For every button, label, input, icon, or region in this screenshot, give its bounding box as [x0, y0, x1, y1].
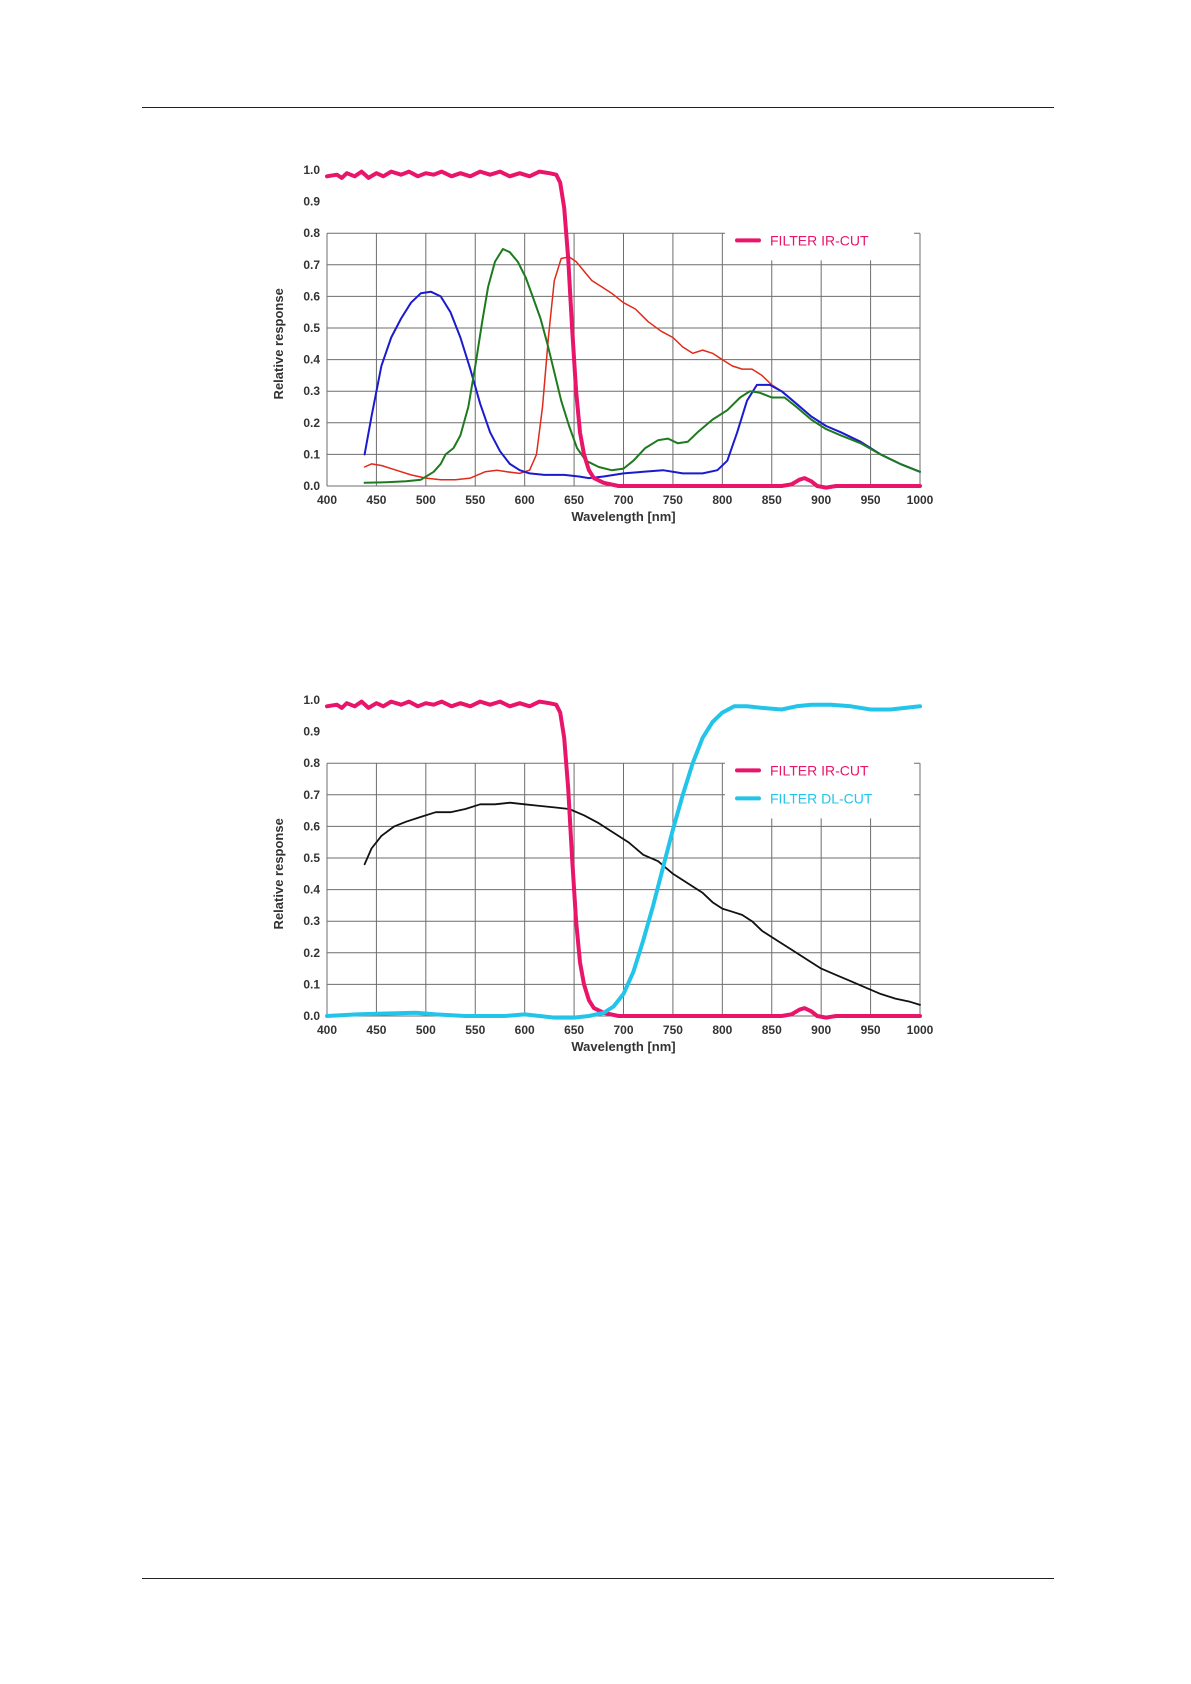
grid	[326, 232, 921, 487]
x-tick-label: 700	[613, 1023, 633, 1037]
y-tick-label: 0.5	[303, 321, 320, 335]
y-tick-labels: 0.0 0.1 0.2 0.3 0.4 0.5 0.6 0.7 0.8 0.9 1.0	[303, 693, 320, 1023]
series-lines	[325, 699, 922, 1020]
x-tick-label: 650	[564, 1023, 584, 1037]
y-tick-label: 0.1	[303, 447, 320, 461]
y-tick-label: 0.2	[303, 416, 320, 430]
x-tick-label: 900	[811, 1023, 831, 1037]
x-tick-label: 500	[416, 493, 436, 507]
y-tick-label: 0.8	[303, 226, 320, 240]
y-tick-label: 0.0	[303, 1009, 320, 1023]
y-tick-labels: 0.0 0.1 0.2 0.3 0.4 0.5 0.6 0.7 0.8 0.9 1.0	[303, 163, 320, 493]
x-tick-label: 700	[613, 493, 633, 507]
legend-background	[725, 228, 914, 261]
y-tick-label: 0.2	[303, 946, 320, 960]
series-lines	[325, 169, 922, 490]
y-tick-label: 0.6	[303, 289, 320, 303]
series-line-curve-3	[363, 256, 842, 481]
y-tick-label: 0.4	[303, 353, 320, 367]
x-tick-label: 850	[762, 493, 782, 507]
x-axis-label: Wavelength [nm]	[571, 509, 675, 524]
x-tick-label: 750	[663, 493, 683, 507]
y-tick-label: 0.7	[303, 258, 320, 272]
x-tick-label: 850	[762, 1023, 782, 1037]
footer-rule	[142, 1578, 1054, 1579]
x-tick-label: 500	[416, 1023, 436, 1037]
x-axis-label: Wavelength [nm]	[571, 1039, 675, 1054]
x-tick-labels: 400 450 500 550 600 650 700 750 800 850 900 950 1000	[317, 493, 934, 507]
x-tick-label: 450	[366, 1023, 386, 1037]
x-tick-label: 950	[861, 493, 881, 507]
legend-label: FILTER IR-CUT	[770, 232, 869, 248]
chart-ircut-rgb: 0.0 0.1 0.2 0.3 0.4 0.5 0.6 0.7 0.8 0.9 1.0 400 450 5…	[271, 163, 934, 524]
x-tick-label: 950	[861, 1023, 881, 1037]
series-line-filter-ir-cut	[325, 169, 922, 490]
y-tick-label: 1.0	[303, 693, 320, 707]
x-tick-label: 600	[515, 493, 535, 507]
y-tick-label: 0.9	[303, 725, 320, 739]
x-tick-label: 550	[465, 1023, 485, 1037]
legend: FILTER IR-CUT FILTER DL-CUT	[725, 758, 914, 819]
series-line-curve-2	[363, 801, 921, 1006]
y-tick-label: 0.0	[303, 479, 320, 493]
y-tick-label: 0.8	[303, 756, 320, 770]
x-tick-label: 600	[515, 1023, 535, 1037]
x-tick-label: 450	[366, 493, 386, 507]
y-tick-label: 0.1	[303, 977, 320, 991]
legend: FILTER IR-CUT	[725, 228, 914, 261]
x-tick-label: 400	[317, 493, 337, 507]
x-tick-label: 750	[663, 1023, 683, 1037]
header-rule	[142, 107, 1054, 108]
y-tick-label: 0.5	[303, 851, 320, 865]
x-tick-labels: 400 450 500 550 600 650 700 750 800 850 900 950 1000	[317, 1023, 934, 1037]
y-axis-label: Relative response	[271, 288, 286, 399]
series-line-filter-ir-cut	[325, 699, 922, 1020]
x-tick-label: 800	[712, 1023, 732, 1037]
y-tick-label: 0.9	[303, 195, 320, 209]
legend-background	[725, 758, 914, 819]
x-tick-label: 1000	[907, 493, 934, 507]
y-tick-label: 0.3	[303, 914, 320, 928]
legend-label: FILTER DL-CUT	[770, 790, 873, 806]
series-line-curve-1	[363, 290, 921, 480]
y-tick-label: 0.4	[303, 883, 320, 897]
x-tick-label: 900	[811, 493, 831, 507]
y-axis-label: Relative response	[271, 818, 286, 929]
y-tick-label: 0.7	[303, 788, 320, 802]
chart-ircut-dlcut-mono: 0.0 0.1 0.2 0.3 0.4 0.5 0.6 0.7 0.8 0.9 1.0 400 450 5…	[271, 693, 934, 1054]
legend-label: FILTER IR-CUT	[770, 762, 869, 778]
series-line-filter-dl-cut	[325, 702, 922, 1020]
x-tick-label: 550	[465, 493, 485, 507]
y-tick-label: 0.3	[303, 384, 320, 398]
x-tick-label: 650	[564, 493, 584, 507]
y-tick-label: 0.6	[303, 819, 320, 833]
x-tick-label: 1000	[907, 1023, 934, 1037]
x-tick-label: 800	[712, 493, 732, 507]
y-tick-label: 1.0	[303, 163, 320, 177]
x-tick-label: 400	[317, 1023, 337, 1037]
series-line-curve-2	[363, 248, 921, 484]
